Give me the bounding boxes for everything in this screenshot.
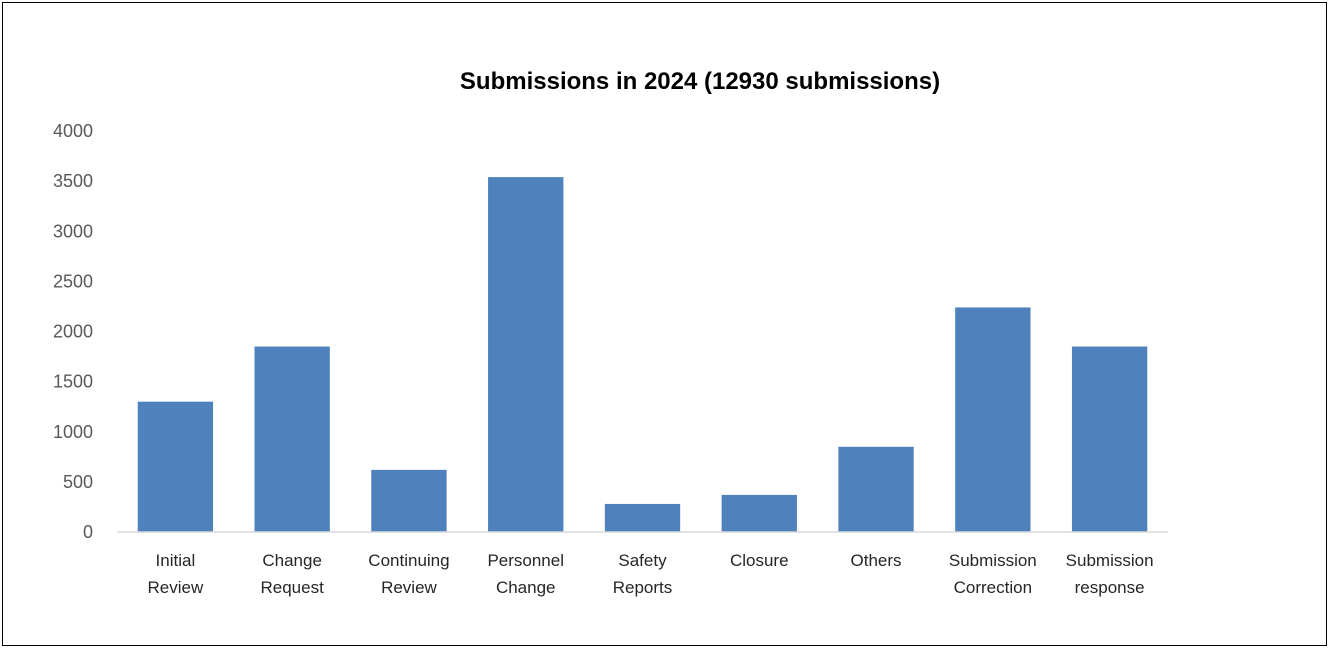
- x-tick-label-line: Personnel: [487, 551, 564, 570]
- y-tick-label: 3000: [53, 221, 93, 241]
- bar: [254, 346, 330, 532]
- x-tick-label-line: Review: [381, 578, 437, 597]
- bar: [1071, 346, 1148, 532]
- x-tick-label: Change Request: [261, 551, 325, 597]
- bar: [721, 494, 797, 532]
- x-tick-label-line: Initial: [156, 551, 196, 570]
- x-tick-label-line: Submission: [949, 551, 1037, 570]
- x-tick-label: Initial Review: [148, 551, 204, 597]
- y-tick-label: 500: [63, 472, 93, 492]
- bar: [137, 401, 214, 532]
- x-tick-label-line: Request: [261, 578, 325, 597]
- y-tick-label: 1000: [53, 422, 93, 442]
- x-tick-label-line: Review: [148, 578, 204, 597]
- y-tick-label: 3500: [53, 171, 93, 191]
- x-tick-label: Personnel Change: [487, 551, 564, 597]
- x-tick-label-line: Others: [851, 551, 902, 570]
- bar: [604, 503, 681, 532]
- x-tick-label: Safety Reports: [613, 551, 673, 597]
- y-tick-label: 2500: [53, 271, 93, 291]
- x-axis: Initial Review Change Request Continuing Revi…: [148, 551, 1154, 597]
- bar: [955, 307, 1031, 532]
- chart-title: Submissions in 2024 (12930 submissions): [460, 68, 940, 95]
- x-tick-label-line: Continuing: [368, 551, 449, 570]
- x-tick-label-line: Safety: [618, 551, 667, 570]
- y-tick-label: 1500: [53, 372, 93, 392]
- x-tick-label-line: response: [1075, 578, 1145, 597]
- bar: [371, 469, 447, 532]
- y-tick-label: 4000: [53, 121, 93, 141]
- x-tick-label: Submission Correction: [949, 551, 1037, 597]
- x-tick-label: Closure: [730, 551, 789, 570]
- bar: [488, 177, 564, 533]
- y-axis: 0 500 1000 1500 2000 2500 3000 3500 4000: [53, 121, 93, 542]
- x-tick-label-line: Reports: [613, 578, 673, 597]
- x-tick-label: Continuing Review: [368, 551, 449, 597]
- y-tick-label: 2000: [53, 322, 93, 342]
- x-tick-label-line: Closure: [730, 551, 789, 570]
- x-tick-label-line: Correction: [954, 578, 1032, 597]
- x-tick-label-line: Change: [262, 551, 322, 570]
- x-tick-label-line: Change: [496, 578, 556, 597]
- x-tick-label: Submission response: [1066, 551, 1154, 597]
- x-tick-label: Others: [851, 551, 902, 570]
- y-tick-label: 0: [83, 522, 93, 542]
- bars: [137, 177, 1148, 533]
- bar: [838, 446, 914, 532]
- x-tick-label-line: Submission: [1066, 551, 1154, 570]
